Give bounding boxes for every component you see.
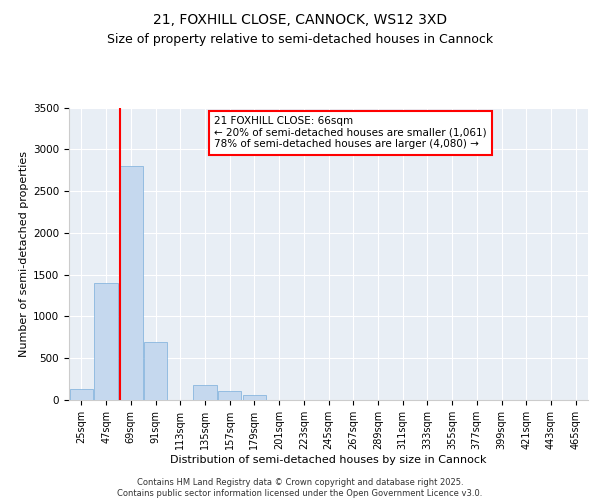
Bar [119, 166, 143, 400]
Y-axis label: Number of semi-detached properties: Number of semi-detached properties [19, 151, 29, 357]
Bar [193, 386, 217, 400]
Text: Contains HM Land Registry data © Crown copyright and database right 2025.
Contai: Contains HM Land Registry data © Crown c… [118, 478, 482, 498]
Bar [218, 391, 241, 400]
Bar [94, 283, 118, 400]
Text: Size of property relative to semi-detached houses in Cannock: Size of property relative to semi-detach… [107, 32, 493, 46]
Bar [144, 342, 167, 400]
X-axis label: Distribution of semi-detached houses by size in Cannock: Distribution of semi-detached houses by … [170, 454, 487, 464]
Bar [70, 389, 93, 400]
Text: 21, FOXHILL CLOSE, CANNOCK, WS12 3XD: 21, FOXHILL CLOSE, CANNOCK, WS12 3XD [153, 12, 447, 26]
Bar [242, 395, 266, 400]
Text: 21 FOXHILL CLOSE: 66sqm
← 20% of semi-detached houses are smaller (1,061)
78% of: 21 FOXHILL CLOSE: 66sqm ← 20% of semi-de… [214, 116, 487, 150]
